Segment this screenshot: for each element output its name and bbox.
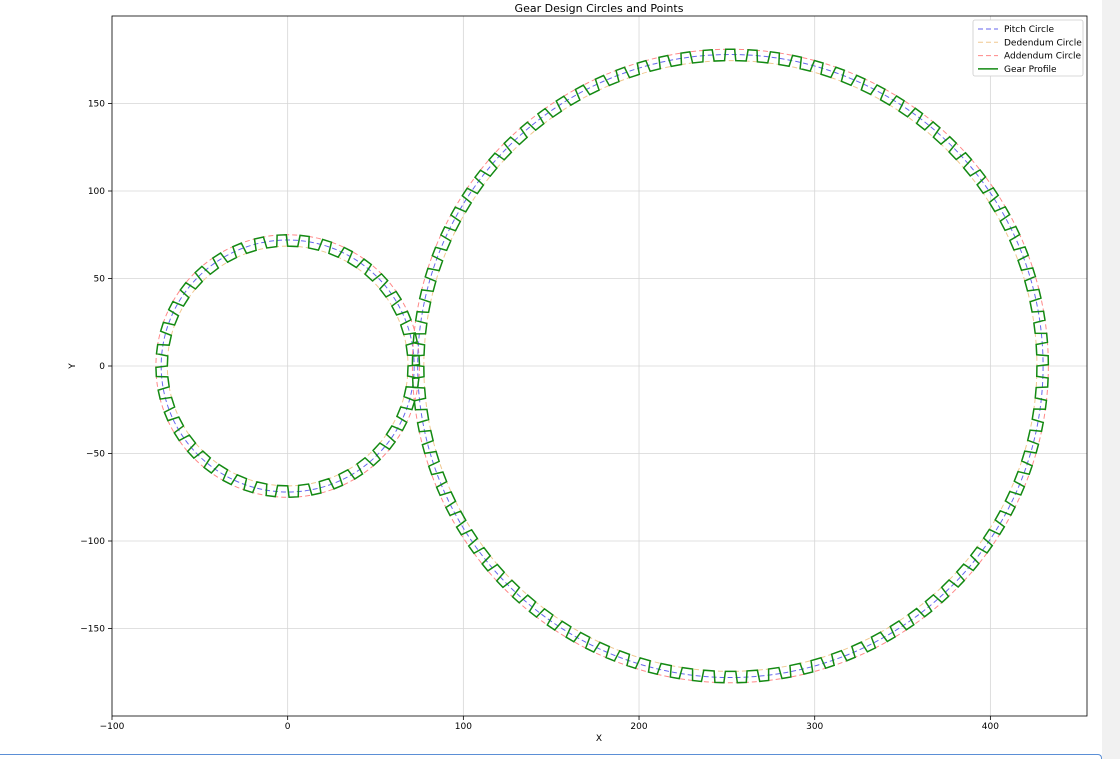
legend-label: Gear Profile [1004,65,1057,75]
x-tick-label: −100 [100,722,125,732]
legend-label: Addendum Circle [1004,52,1081,62]
y-tick-label: −100 [80,537,105,547]
output-cell-frame [0,754,1102,759]
x-tick-label: 300 [806,722,823,732]
grid-lines [111,16,1087,716]
gear-profiles [155,48,1050,684]
y-tick-label: 50 [94,275,106,285]
x-tick-label: 200 [630,722,647,732]
y-tick-label: 150 [88,100,105,110]
y-tick-label: −50 [86,450,105,460]
y-ticks: −150 −100 −50 0 50 100 150 [80,100,112,635]
x-ticks: −100 0 100 200 300 400 [100,716,999,732]
chart-title: Gear Design Circles and Points [515,2,684,15]
y-axis-label: Y [68,363,78,370]
gear-profile-line [155,233,421,499]
y-tick-label: −150 [80,625,105,635]
x-axis-label: X [596,734,602,744]
y-tick-label: 100 [88,187,105,197]
x-tick-label: 400 [982,722,999,732]
x-tick-label: 0 [285,722,291,732]
legend-label: Pitch Circle [1004,25,1055,35]
legend-label: Dedendum Circle [1004,38,1082,48]
gear-chart: −100 0 100 200 300 400 −150 −100 −50 0 50 100 150 G… [68,2,1088,744]
x-tick-label: 100 [455,722,472,732]
gear-profile-line [411,48,1050,684]
scrollbar-track[interactable] [1102,0,1120,759]
y-tick-label: 0 [99,362,105,372]
legend-box [972,19,1084,77]
legend: Pitch Circle Dedendum Circle Addendum Circ… [972,19,1084,77]
